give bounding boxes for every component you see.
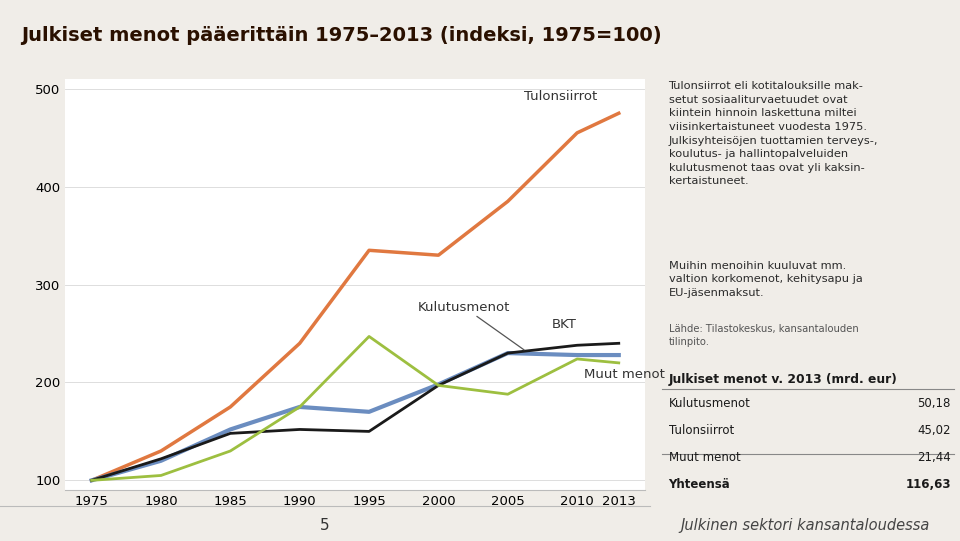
Text: BKT: BKT xyxy=(552,318,577,331)
Text: 50,18: 50,18 xyxy=(918,397,950,410)
Text: Muihin menoihin kuuluvat mm.
valtion korkomenot, kehitysapu ja
EU-jäsenmaksut.: Muihin menoihin kuuluvat mm. valtion kor… xyxy=(668,261,862,298)
Text: 116,63: 116,63 xyxy=(905,478,950,491)
Text: Kulutusmenot: Kulutusmenot xyxy=(668,397,751,410)
Text: Tulonsiirrot: Tulonsiirrot xyxy=(668,424,733,437)
Text: 21,44: 21,44 xyxy=(917,451,950,464)
Text: Muut menot: Muut menot xyxy=(668,451,740,464)
Text: Lähde: Tilastokeskus, kansantalouden
tilinpito.: Lähde: Tilastokeskus, kansantalouden til… xyxy=(668,324,858,347)
Text: Muut menot: Muut menot xyxy=(584,368,665,381)
Text: Julkiset menot pääerittäin 1975–2013 (indeksi, 1975=100): Julkiset menot pääerittäin 1975–2013 (in… xyxy=(21,26,661,45)
Text: Julkiset menot v. 2013 (mrd. eur): Julkiset menot v. 2013 (mrd. eur) xyxy=(668,373,898,386)
Text: Tulonsiirrot: Tulonsiirrot xyxy=(524,90,598,103)
Text: 45,02: 45,02 xyxy=(917,424,950,437)
Text: Tulonsiirrot eli kotitalouksille mak-
setut sosiaaliturvaetuudet ovat
kiintein h: Tulonsiirrot eli kotitalouksille mak- se… xyxy=(668,81,878,186)
Text: 5: 5 xyxy=(320,518,330,533)
Text: Kulutusmenot: Kulutusmenot xyxy=(418,301,524,350)
Text: Yhteensä: Yhteensä xyxy=(668,478,731,491)
Text: Julkinen sektori kansantaloudessa: Julkinen sektori kansantaloudessa xyxy=(681,518,929,533)
